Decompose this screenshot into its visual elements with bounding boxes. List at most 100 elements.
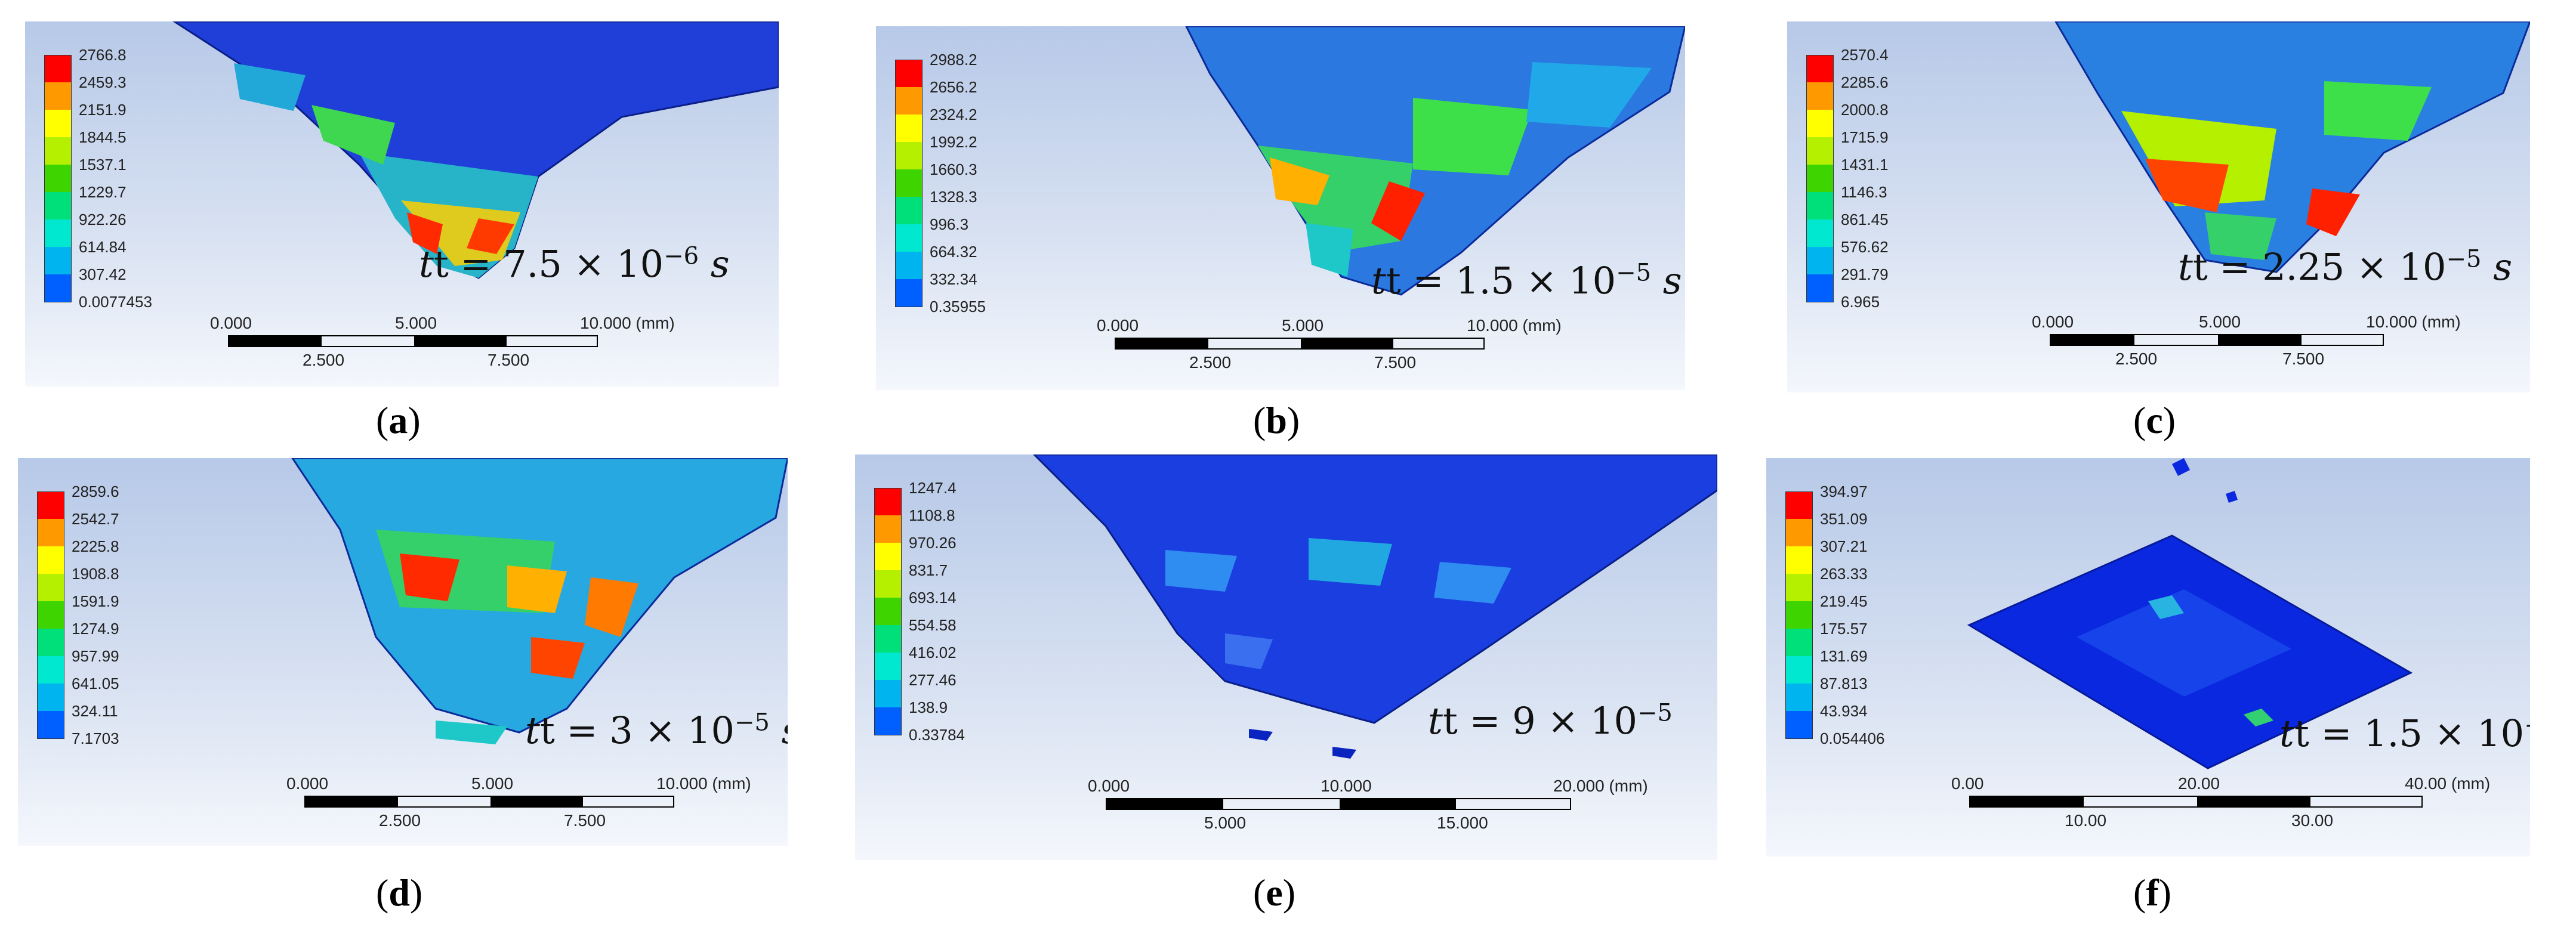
scale-bar-graphic xyxy=(2050,334,2384,346)
legend-value: 970.26 xyxy=(909,534,957,552)
fabric-mesh-image xyxy=(1787,21,2530,392)
legend-value: 1247.4 xyxy=(909,479,957,497)
time-value: t = 3 × 10 xyxy=(539,709,735,752)
scale-bar-segment xyxy=(1107,799,1223,809)
fabric-mesh-image xyxy=(1766,458,2530,856)
legend-swatch xyxy=(1806,247,1834,274)
legend-swatch xyxy=(895,87,923,115)
fabric-mesh-image xyxy=(25,21,779,386)
caption-c: (c) xyxy=(2133,399,2176,441)
scale-tick-label: 7.500 xyxy=(564,811,606,830)
time-value: t = 1.5 × 10 xyxy=(1386,259,1616,302)
legend-value: 2324.2 xyxy=(930,106,977,123)
scale-bar-segment xyxy=(229,336,322,346)
legend-value: 0.0077453 xyxy=(79,293,152,311)
legend-swatch xyxy=(37,684,64,711)
legend-swatch xyxy=(1785,546,1813,574)
scale-tick-label: 0.000 xyxy=(1097,316,1139,335)
legend-swatch xyxy=(895,169,923,197)
scale-tick-label: 10.00 xyxy=(2065,811,2107,830)
scale-tick-label: 20.00 xyxy=(2178,774,2220,793)
legend-swatch xyxy=(1806,55,1834,83)
legend-swatch xyxy=(895,224,923,252)
legend-swatch xyxy=(44,165,72,192)
legend-swatch xyxy=(37,601,64,629)
legend-swatch xyxy=(37,491,64,520)
time-exponent: −4 xyxy=(2524,712,2530,739)
scale-bar-segment xyxy=(306,797,398,806)
time-unit: s xyxy=(2481,245,2513,289)
scale-tick-label: 7.500 xyxy=(2282,350,2325,368)
legend-swatch xyxy=(37,519,64,546)
legend-value: 277.46 xyxy=(909,671,957,689)
scale-tick-label: 5.000 xyxy=(1282,316,1324,335)
legend-swatch xyxy=(895,279,923,307)
time-exponent: −6 xyxy=(664,242,699,270)
scale-tick-label: 5.000 xyxy=(1204,814,1247,832)
scale-tick-label: 2.500 xyxy=(379,811,421,830)
legend-value: 0.054406 xyxy=(1820,729,1885,747)
scale-tick-label: 2.500 xyxy=(303,351,345,369)
legend-swatch xyxy=(874,515,902,543)
legend-swatch xyxy=(874,653,902,680)
legend-swatch xyxy=(874,570,902,598)
scale-tick-label: 0.000 xyxy=(2032,313,2074,331)
legend-swatch xyxy=(874,625,902,653)
caption-b: (b) xyxy=(1253,399,1300,441)
legend-swatch xyxy=(44,219,72,247)
scale-bar-segment xyxy=(1116,339,1208,348)
panel-e: 1247.4 1108.8 970.26 831.7 693.14 554.58 416.0… xyxy=(855,454,1717,860)
legend-value: 0.33784 xyxy=(909,726,965,744)
scale-bar-segment xyxy=(1301,339,1393,348)
legend-swatch xyxy=(44,110,72,137)
legend-swatch xyxy=(1785,684,1813,711)
time-exponent: −5 xyxy=(1616,259,1652,287)
scale-bar: 0.000 5.000 10.000 (mm) 2.500 7.500 xyxy=(280,774,751,834)
legend-value: 2151.9 xyxy=(79,101,127,119)
legend-swatch xyxy=(874,680,902,707)
legend-swatch xyxy=(1785,491,1813,520)
legend-swatch xyxy=(1785,656,1813,684)
panel-f: 394.97 351.09 307.21 263.33 219.45 175.57 131.… xyxy=(1766,458,2530,856)
scale-bar-segment xyxy=(414,336,507,346)
legend-value: 1328.3 xyxy=(930,188,977,206)
legend-swatch xyxy=(1785,601,1813,629)
legend-value: 2766.8 xyxy=(79,46,127,64)
legend-swatch xyxy=(37,656,64,684)
legend-swatch xyxy=(37,711,64,739)
fabric-mesh-image xyxy=(18,458,788,846)
legend-swatch xyxy=(44,137,72,165)
legend-value: 1844.5 xyxy=(79,128,127,146)
scale-bar-segment xyxy=(1340,799,1456,809)
legend-value: 219.45 xyxy=(1820,592,1868,610)
panel-b: 2988.2 2656.2 2324.2 1992.2 1660.3 1328.3 996.… xyxy=(876,26,1685,390)
legend-value: 6.965 xyxy=(1841,293,1880,311)
legend-swatch xyxy=(874,707,902,735)
legend-value: 394.97 xyxy=(1820,483,1868,500)
legend-value: 1431.1 xyxy=(1841,156,1889,174)
legend-value: 831.7 xyxy=(909,561,948,579)
time-value: t = 7.5 × 10 xyxy=(433,242,664,286)
legend-value: 957.99 xyxy=(72,647,119,665)
scale-bar: 0.000 5.000 10.000 (mm) 2.500 7.500 xyxy=(1091,316,1562,376)
panel-c: 2570.4 2285.6 2000.8 1715.9 1431.1 1146.3 861.… xyxy=(1787,21,2530,392)
legend-swatch xyxy=(1806,192,1834,219)
legend-swatch xyxy=(895,252,923,279)
legend-value: 1660.3 xyxy=(930,160,977,178)
caption-a: (a) xyxy=(376,399,421,441)
legend-value: 131.69 xyxy=(1820,647,1868,665)
scale-bar-graphic xyxy=(1115,338,1485,350)
legend-swatch xyxy=(895,142,923,169)
legend-swatch xyxy=(1785,574,1813,601)
legend-value: 2859.6 xyxy=(72,483,119,500)
legend-value: 291.79 xyxy=(1841,265,1889,283)
legend-swatch xyxy=(895,115,923,142)
legend-swatch xyxy=(44,82,72,110)
legend-value: 2459.3 xyxy=(79,73,127,91)
legend-value: 996.3 xyxy=(930,215,969,233)
caption-e: (e) xyxy=(1253,871,1296,914)
legend-value: 2570.4 xyxy=(1841,46,1889,64)
legend-value: 1274.9 xyxy=(72,620,119,638)
legend-swatch xyxy=(895,60,923,88)
scale-tick-label: 5.000 xyxy=(2199,313,2241,331)
